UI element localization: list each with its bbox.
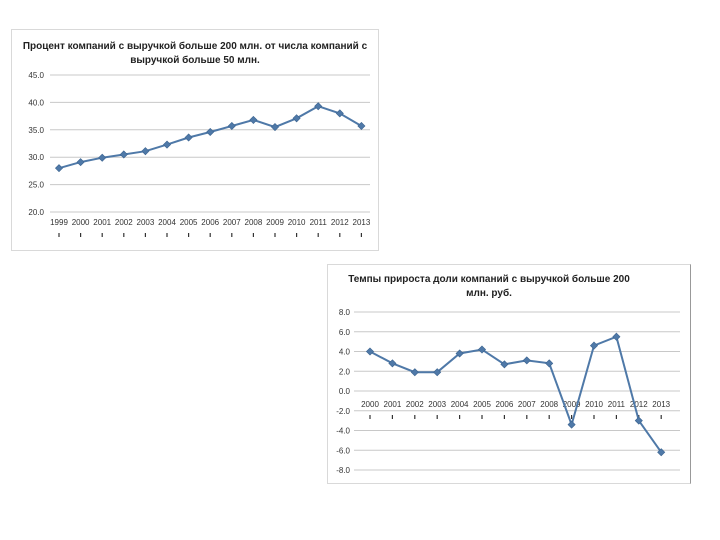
data-point bbox=[477, 345, 487, 354]
x-tick-label: 2007 bbox=[518, 400, 536, 409]
x-tick-label: 2002 bbox=[115, 218, 133, 227]
data-point bbox=[410, 368, 419, 377]
data-point bbox=[98, 153, 107, 162]
x-tick-label: 2013 bbox=[652, 400, 670, 409]
x-tick-label: 2013 bbox=[353, 218, 371, 227]
y-tick-label: -6.0 bbox=[336, 446, 350, 455]
y-tick-label: 35.0 bbox=[28, 126, 44, 135]
chart-title: Темпы прироста доли компаний с выручкой … bbox=[348, 274, 630, 299]
y-tick-label: 4.0 bbox=[339, 348, 351, 357]
x-tick-label: 2008 bbox=[540, 400, 558, 409]
data-point bbox=[249, 115, 258, 124]
x-tick-label: 2002 bbox=[406, 400, 424, 409]
x-tick-label: 2011 bbox=[608, 400, 626, 409]
chart-title: Процент компаний с выручкой больше 200 м… bbox=[22, 41, 368, 66]
y-tick-label: 45.0 bbox=[28, 71, 44, 80]
y-tick-label: 30.0 bbox=[28, 153, 44, 162]
data-point bbox=[522, 356, 531, 365]
x-tick-label: 2009 bbox=[563, 400, 581, 409]
data-point bbox=[184, 133, 193, 142]
data-point bbox=[612, 332, 621, 341]
x-tick-label: 2005 bbox=[473, 400, 491, 409]
data-point bbox=[589, 341, 599, 350]
chart-plot: 20.0 25.0 30.0 35.0 40.0 45.0 1999 2000 2001 2002… bbox=[28, 71, 371, 237]
y-tick-label: 40.0 bbox=[28, 98, 44, 107]
x-tick-label: 2001 bbox=[93, 218, 111, 227]
data-point bbox=[388, 359, 397, 368]
data-point bbox=[433, 368, 442, 377]
x-tick-label: 2004 bbox=[158, 218, 176, 227]
x-tick-label: 2012 bbox=[630, 400, 648, 409]
x-tick-label: 1999 bbox=[50, 218, 68, 227]
y-tick-label: -4.0 bbox=[336, 427, 350, 436]
data-point bbox=[227, 121, 236, 130]
data-point bbox=[119, 150, 128, 159]
x-tick-label: 2010 bbox=[288, 218, 306, 227]
x-tick-label: 2004 bbox=[451, 400, 469, 409]
x-tick-label: 2000 bbox=[72, 218, 90, 227]
data-point bbox=[357, 121, 366, 130]
data-point bbox=[141, 147, 150, 156]
x-tick-label: 2012 bbox=[331, 218, 349, 227]
y-tick-label: 20.0 bbox=[28, 208, 44, 217]
x-tick-label: 2011 bbox=[310, 218, 328, 227]
chart-share-companies: Процент компаний с выручкой больше 200 м… bbox=[11, 29, 379, 251]
data-point bbox=[365, 347, 375, 356]
data-point bbox=[162, 140, 172, 149]
x-tick-label: 2008 bbox=[245, 218, 263, 227]
data-point bbox=[567, 420, 576, 429]
x-tick-label: 2006 bbox=[496, 400, 514, 409]
y-tick-label: -8.0 bbox=[336, 466, 350, 475]
x-tick-label: 2000 bbox=[361, 400, 379, 409]
y-tick-label: 25.0 bbox=[28, 181, 44, 190]
data-point bbox=[335, 109, 344, 118]
x-tick-label: 2003 bbox=[137, 218, 155, 227]
y-tick-label: 6.0 bbox=[339, 328, 351, 337]
series-line bbox=[369, 335, 663, 453]
chart-plot: -8.0 -6.0 -4.0 -2.0 0.0 2.0 4.0 6.0 8.0 2000 2001 2… bbox=[336, 308, 680, 475]
data-point bbox=[634, 416, 643, 425]
data-point bbox=[76, 158, 85, 167]
chart-growth-rate: Темпы прироста доли компаний с выручкой … bbox=[327, 264, 691, 484]
x-tick-label: 2010 bbox=[585, 400, 603, 409]
data-point bbox=[54, 164, 64, 173]
data-point bbox=[314, 102, 323, 111]
data-point bbox=[206, 127, 215, 137]
data-point bbox=[500, 360, 509, 369]
data-point bbox=[270, 123, 280, 132]
y-tick-label: 2.0 bbox=[339, 367, 351, 376]
y-tick-label: 0.0 bbox=[339, 387, 351, 396]
x-tick-label: 2007 bbox=[223, 218, 241, 227]
y-tick-label: 8.0 bbox=[339, 308, 351, 317]
data-point bbox=[292, 114, 301, 123]
x-tick-label: 2005 bbox=[180, 218, 198, 227]
x-tick-label: 2001 bbox=[384, 400, 402, 409]
data-point bbox=[657, 448, 666, 457]
data-point bbox=[545, 359, 554, 368]
data-point bbox=[455, 349, 464, 358]
x-tick-label: 2009 bbox=[266, 218, 284, 227]
x-tick-label: 2003 bbox=[428, 400, 446, 409]
y-tick-label: -2.0 bbox=[336, 407, 350, 416]
x-tick-label: 2006 bbox=[201, 218, 219, 227]
